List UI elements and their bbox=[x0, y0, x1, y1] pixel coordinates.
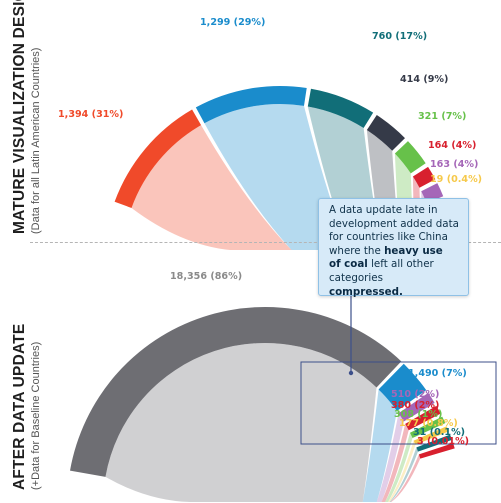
bottom-value-label-5: 308 (1%) bbox=[394, 409, 442, 420]
bottom-title-main: AFTER DATA UPDATE bbox=[11, 323, 28, 490]
top-value-label-1: 1,394 (31%) bbox=[58, 109, 123, 120]
callout-text-4: where the bbox=[329, 244, 385, 257]
bottom-ribbon-3 bbox=[376, 413, 404, 502]
callout-text-3: for countries like China bbox=[329, 231, 448, 244]
bottom-chord-arcs bbox=[70, 307, 455, 477]
top-arc-3 bbox=[307, 88, 374, 128]
bottom-chord-ribbons bbox=[105, 343, 421, 502]
callout-text-2: development added data bbox=[329, 217, 459, 230]
bottom-ribbon-5 bbox=[385, 432, 413, 502]
bottom-value-label-3: 510 (2%) bbox=[391, 389, 439, 400]
top-value-label-4: 414 (9%) bbox=[400, 74, 448, 85]
top-chord-arcs bbox=[114, 86, 447, 211]
top-value-label-5: 321 (7%) bbox=[418, 111, 466, 122]
bottom-ribbon-6 bbox=[388, 440, 416, 502]
bottom-arc-3 bbox=[398, 392, 435, 422]
bottom-arc-1 bbox=[70, 307, 402, 477]
bottom-arc-6 bbox=[413, 426, 449, 445]
bottom-arc-4 bbox=[405, 405, 441, 431]
top-value-label-6: 164 (4%) bbox=[428, 140, 476, 151]
top-arc-4 bbox=[366, 114, 405, 151]
callout-box: A data update late in development added … bbox=[318, 198, 469, 298]
bottom-arc-8 bbox=[418, 443, 455, 459]
top-arc-7 bbox=[421, 183, 444, 203]
callout-bold-2: of coal bbox=[329, 258, 368, 271]
callout-bold-1: heavy use bbox=[384, 244, 443, 257]
section-divider bbox=[30, 242, 501, 243]
bottom-ribbon-4 bbox=[381, 423, 409, 502]
top-value-label-8: 19 (0.4%) bbox=[430, 174, 482, 185]
bottom-value-label-8: 3 (0.01%) bbox=[417, 436, 469, 447]
bottom-value-label-2: 1,490 (7%) bbox=[408, 368, 467, 379]
highlight-box bbox=[300, 361, 497, 445]
top-value-label-7: 163 (4%) bbox=[430, 159, 478, 170]
top-section-title: MATURE VISUALIZATION DESIGN (Data for al… bbox=[11, 0, 42, 234]
bottom-arc-2 bbox=[378, 363, 427, 411]
bottom-arc-7 bbox=[416, 434, 452, 452]
bottom-value-label-4: 380 (2%) bbox=[391, 400, 439, 411]
top-arc-6 bbox=[412, 166, 436, 188]
top-arc-2 bbox=[195, 86, 307, 124]
callout-text-6: categories bbox=[329, 271, 383, 284]
top-value-label-2: 1,299 (29%) bbox=[200, 17, 265, 28]
bottom-value-label-1: 18,356 (86%) bbox=[170, 271, 242, 282]
top-ribbon-2 bbox=[204, 104, 349, 250]
top-arc-5 bbox=[394, 141, 426, 174]
top-title-main: MATURE VISUALIZATION DESIGN bbox=[11, 0, 28, 234]
bottom-ribbon-7 bbox=[389, 447, 418, 502]
callout-text-1: A data update late in bbox=[329, 204, 438, 216]
value-labels: 1,394 (31%) 1,299 (29%) 760 (17%) 414 (9%) 3… bbox=[58, 17, 482, 447]
callout-bold-3: compressed. bbox=[329, 285, 403, 298]
bottom-arc-5 bbox=[409, 416, 446, 439]
callout-text-5: left all other bbox=[367, 258, 434, 271]
top-ribbon-1 bbox=[131, 125, 292, 250]
top-arc-1 bbox=[114, 109, 202, 208]
bottom-title-sub: (+Data for Baseline Countries) bbox=[29, 341, 42, 490]
bottom-value-label-7: 31 (0.1%) bbox=[413, 427, 465, 438]
bottom-value-label-6: 177 (0.8%) bbox=[399, 418, 458, 429]
bottom-section-title: AFTER DATA UPDATE (+Data for Baseline Co… bbox=[11, 323, 42, 490]
bottom-ribbon-8 bbox=[390, 454, 421, 502]
callout-pointer-dot bbox=[348, 370, 354, 376]
bottom-ribbon-1 bbox=[105, 343, 377, 502]
bottom-ribbon-2 bbox=[362, 389, 397, 502]
top-value-label-3: 760 (17%) bbox=[372, 31, 427, 42]
top-title-sub: (Data for all Latin American Countries) bbox=[29, 47, 42, 234]
